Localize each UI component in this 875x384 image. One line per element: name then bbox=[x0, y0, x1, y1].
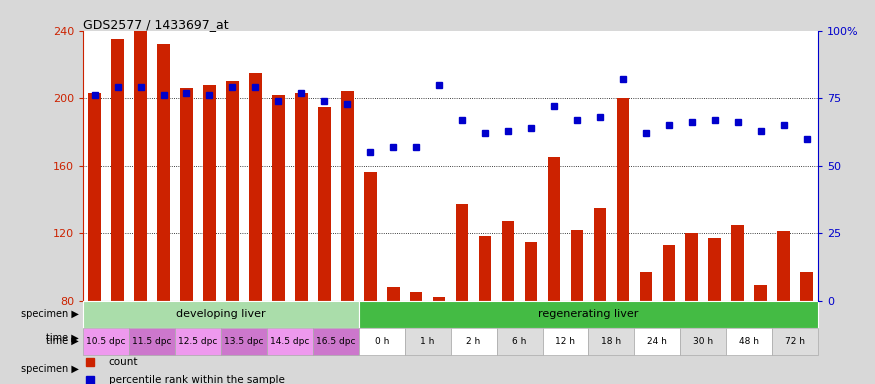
Bar bbox=[220, 328, 267, 354]
Bar bbox=[272, 95, 284, 301]
Bar bbox=[525, 242, 537, 301]
Bar bbox=[130, 328, 175, 354]
Bar bbox=[410, 292, 423, 301]
Bar bbox=[180, 88, 192, 301]
Bar bbox=[359, 328, 404, 354]
Bar bbox=[726, 328, 773, 354]
Bar bbox=[501, 221, 514, 301]
Text: GDS2577 / 1433697_at: GDS2577 / 1433697_at bbox=[83, 18, 228, 31]
Bar bbox=[801, 272, 813, 301]
Text: 48 h: 48 h bbox=[739, 336, 760, 346]
Text: 0 h: 0 h bbox=[374, 336, 388, 346]
Bar bbox=[570, 230, 584, 301]
Text: specimen ▶: specimen ▶ bbox=[21, 309, 79, 319]
Bar bbox=[685, 233, 698, 301]
Text: 11.5 dpc: 11.5 dpc bbox=[132, 336, 172, 346]
Text: percentile rank within the sample: percentile rank within the sample bbox=[108, 374, 284, 384]
Bar bbox=[709, 238, 721, 301]
Bar bbox=[359, 301, 818, 328]
Text: count: count bbox=[108, 357, 138, 367]
Text: regenerating liver: regenerating liver bbox=[538, 309, 639, 319]
Text: 18 h: 18 h bbox=[601, 336, 621, 346]
Bar bbox=[203, 85, 216, 301]
Bar bbox=[773, 328, 818, 354]
Bar bbox=[83, 328, 130, 354]
Bar bbox=[589, 328, 634, 354]
Text: 1 h: 1 h bbox=[421, 336, 435, 346]
Bar bbox=[451, 328, 497, 354]
Bar bbox=[88, 93, 101, 301]
Bar bbox=[267, 328, 313, 354]
Text: 13.5 dpc: 13.5 dpc bbox=[224, 336, 263, 346]
Bar bbox=[593, 208, 606, 301]
Text: 10.5 dpc: 10.5 dpc bbox=[87, 336, 126, 346]
Text: time ▶: time ▶ bbox=[46, 333, 79, 343]
Text: 12.5 dpc: 12.5 dpc bbox=[178, 336, 218, 346]
Bar bbox=[479, 237, 492, 301]
Bar bbox=[318, 107, 331, 301]
Bar bbox=[83, 301, 359, 328]
Text: 30 h: 30 h bbox=[693, 336, 713, 346]
Bar bbox=[295, 93, 308, 301]
Bar bbox=[158, 44, 170, 301]
Text: 24 h: 24 h bbox=[648, 336, 668, 346]
Bar bbox=[662, 245, 676, 301]
Bar bbox=[387, 287, 400, 301]
Text: developing liver: developing liver bbox=[176, 309, 266, 319]
Bar bbox=[777, 232, 790, 301]
Text: 14.5 dpc: 14.5 dpc bbox=[270, 336, 310, 346]
Text: 72 h: 72 h bbox=[785, 336, 805, 346]
Text: time ▶: time ▶ bbox=[46, 336, 79, 346]
Bar bbox=[548, 157, 560, 301]
Bar bbox=[249, 73, 262, 301]
Text: 6 h: 6 h bbox=[513, 336, 527, 346]
Bar bbox=[634, 328, 681, 354]
Bar bbox=[433, 297, 445, 301]
Text: specimen ▶: specimen ▶ bbox=[21, 364, 79, 374]
Bar bbox=[226, 81, 239, 301]
Bar bbox=[732, 225, 744, 301]
Bar bbox=[754, 285, 767, 301]
Bar bbox=[497, 328, 542, 354]
Bar bbox=[681, 328, 726, 354]
Bar bbox=[456, 204, 468, 301]
Text: 2 h: 2 h bbox=[466, 336, 480, 346]
Bar bbox=[175, 328, 220, 354]
Bar bbox=[364, 172, 376, 301]
Bar bbox=[617, 98, 629, 301]
Bar bbox=[542, 328, 589, 354]
Bar bbox=[640, 272, 652, 301]
Bar bbox=[313, 328, 359, 354]
Bar bbox=[111, 39, 124, 301]
Bar bbox=[404, 328, 451, 354]
Text: 16.5 dpc: 16.5 dpc bbox=[316, 336, 355, 346]
Bar bbox=[341, 91, 354, 301]
Bar bbox=[134, 31, 147, 301]
Text: 12 h: 12 h bbox=[556, 336, 576, 346]
